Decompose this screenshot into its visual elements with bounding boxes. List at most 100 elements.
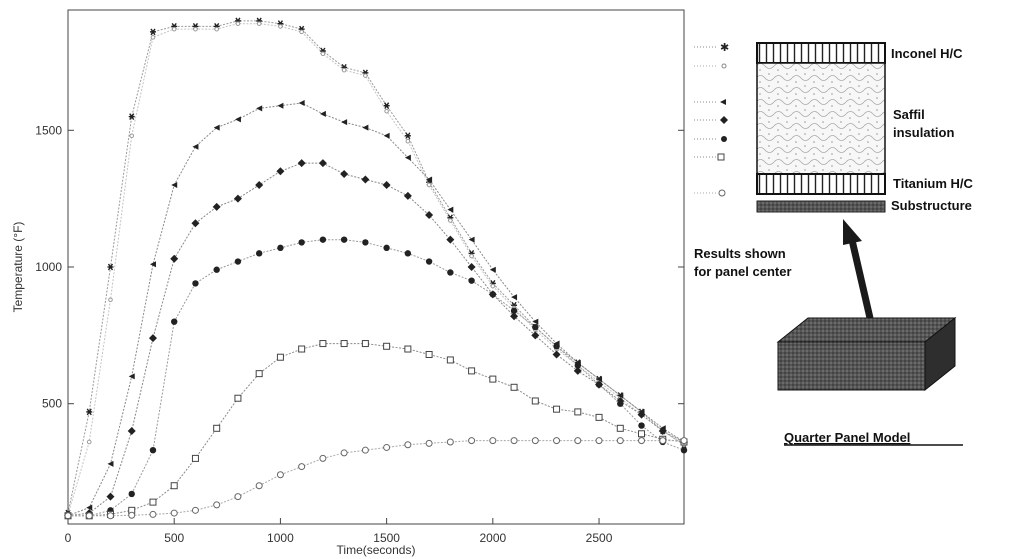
label-titanium: Titanium H/C: [893, 176, 974, 191]
data-point: [213, 501, 221, 509]
data-point: [425, 211, 434, 220]
pointer-arrow: [843, 219, 874, 319]
data-point: [86, 408, 93, 416]
data-point: [511, 294, 518, 301]
data-point: [255, 482, 263, 490]
data-point: [255, 180, 264, 189]
data-point: [319, 340, 327, 348]
data-point: [426, 176, 433, 183]
results-note-line1: Results shown: [694, 246, 786, 261]
data-point: [340, 449, 348, 457]
data-point: [341, 67, 347, 73]
data-point: [318, 159, 327, 168]
data-point: [276, 167, 285, 176]
data-point: [234, 394, 242, 402]
data-point: [425, 350, 433, 358]
data-point: [192, 143, 199, 150]
data-point: [489, 437, 497, 445]
data-point: [85, 512, 93, 520]
data-point: [405, 138, 411, 144]
data-point: [383, 244, 390, 252]
data-point: [276, 471, 284, 479]
data-point: [319, 454, 327, 462]
data-point: [235, 21, 241, 26]
data-point: [298, 99, 305, 106]
series-line: [68, 343, 685, 517]
y-axis-label: Temperature (°F): [11, 222, 25, 313]
series-line: [67, 20, 685, 514]
data-point: [552, 350, 561, 359]
data-point: [256, 21, 262, 26]
series-layer: [64, 17, 688, 520]
inconel-layer: [756, 42, 886, 64]
legend-marker-small-open: [721, 63, 727, 69]
data-point: [278, 24, 283, 29]
titanium-layer: [756, 173, 886, 195]
data-point: [489, 375, 497, 383]
data-point: [320, 51, 326, 57]
data-point: [680, 446, 688, 454]
data-point: [383, 342, 391, 350]
data-point: [574, 408, 582, 416]
data-point: [148, 334, 157, 343]
data-point: [383, 102, 390, 110]
data-point: [255, 370, 263, 378]
data-point: [340, 236, 348, 243]
y-tick-label: 1000: [35, 260, 62, 274]
data-point: [191, 219, 200, 228]
axes-layer: 0 500 1000 1500 2000 2500 500 1000 1500: [35, 123, 684, 545]
data-point: [553, 343, 560, 350]
data-point: [361, 175, 370, 184]
data-point: [107, 263, 114, 271]
data-point: [510, 307, 518, 314]
data-point: [171, 318, 178, 325]
data-point: [510, 312, 519, 321]
legend-marker-diamond: [720, 116, 728, 124]
data-point: [170, 254, 179, 263]
data-point: [298, 463, 306, 471]
data-point: [86, 504, 93, 511]
series-line: [67, 102, 685, 517]
series-line: [68, 239, 685, 517]
data-point: [149, 510, 157, 518]
data-point: [149, 446, 157, 454]
data-point: [468, 277, 475, 284]
data-point: [531, 331, 540, 340]
data-point: [383, 132, 390, 139]
data-point: [490, 283, 496, 289]
data-point: [214, 26, 219, 32]
data-point: [404, 154, 411, 161]
data-point: [341, 119, 348, 126]
legend-marker-asterisk: ✱: [720, 42, 729, 54]
data-point: [361, 340, 369, 348]
data-point: [531, 397, 539, 405]
data-point: [340, 340, 348, 348]
saffil-insulation-layer: [756, 62, 886, 175]
data-point: [171, 181, 178, 188]
data-point: [170, 509, 178, 517]
data-point: [489, 291, 497, 298]
data-point: [447, 206, 454, 213]
data-point: [403, 191, 412, 200]
data-point: [553, 405, 561, 413]
label-substructure: Substructure: [891, 198, 972, 213]
plot-frame: [67, 9, 685, 525]
data-point: [446, 235, 455, 244]
data-point: [553, 437, 561, 445]
data-point: [234, 258, 242, 265]
data-point: [383, 443, 391, 451]
data-point: [384, 108, 389, 114]
data-point: [425, 258, 433, 265]
data-point: [637, 410, 646, 419]
series-line: [67, 162, 685, 517]
data-point: [595, 413, 603, 421]
data-point: [149, 28, 156, 36]
data-point: [574, 362, 581, 369]
data-point: [128, 511, 136, 519]
data-point: [447, 269, 454, 276]
data-point: [468, 236, 475, 243]
data-point: [426, 182, 432, 188]
data-point: [86, 439, 92, 445]
legend-marker-filled-circle: [721, 136, 727, 142]
data-point: [573, 366, 582, 375]
